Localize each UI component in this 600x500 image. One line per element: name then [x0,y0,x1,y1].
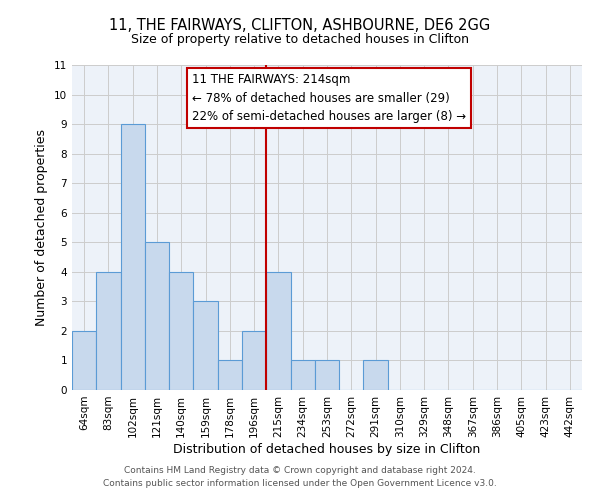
Bar [169,272,193,390]
Text: 11 THE FAIRWAYS: 214sqm
← 78% of detached houses are smaller (29)
22% of semi-de: 11 THE FAIRWAYS: 214sqm ← 78% of detache… [192,73,466,123]
Bar [364,360,388,390]
Bar [290,360,315,390]
Text: Size of property relative to detached houses in Clifton: Size of property relative to detached ho… [131,32,469,46]
Bar [193,302,218,390]
Bar [218,360,242,390]
Bar [96,272,121,390]
Bar [242,331,266,390]
Bar [145,242,169,390]
X-axis label: Distribution of detached houses by size in Clifton: Distribution of detached houses by size … [173,442,481,456]
Bar [315,360,339,390]
Text: 11, THE FAIRWAYS, CLIFTON, ASHBOURNE, DE6 2GG: 11, THE FAIRWAYS, CLIFTON, ASHBOURNE, DE… [109,18,491,32]
Bar [121,124,145,390]
Bar [266,272,290,390]
Y-axis label: Number of detached properties: Number of detached properties [35,129,49,326]
Text: Contains HM Land Registry data © Crown copyright and database right 2024.
Contai: Contains HM Land Registry data © Crown c… [103,466,497,487]
Bar [72,331,96,390]
